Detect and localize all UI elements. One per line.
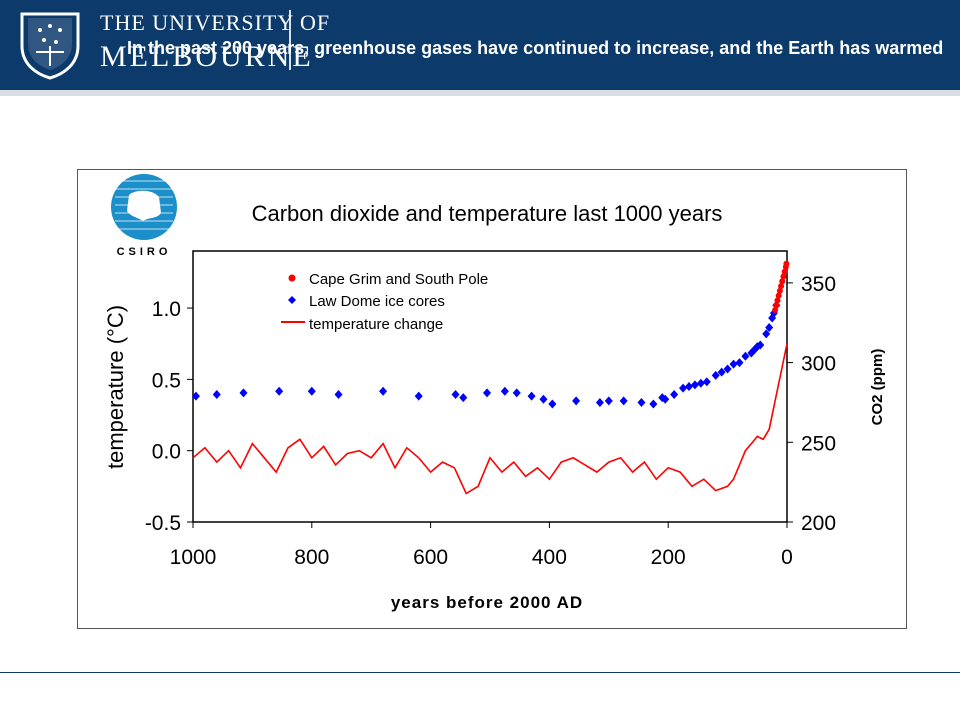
logo-divider: [289, 10, 291, 70]
law-dome-point: [619, 396, 628, 406]
logo-melbourne: MELBOURNE: [100, 40, 314, 73]
legend-label-cape-grim: Cape Grim and South Pole: [309, 271, 488, 288]
law-dome-point: [539, 394, 548, 404]
cape-grim-point: [780, 273, 787, 280]
law-dome-point: [729, 359, 738, 369]
y-right-tick-label: 250: [801, 432, 836, 455]
csiro-logo-text: CSIRO: [117, 246, 172, 258]
legend-marker-cape-grim: [288, 274, 296, 282]
x-tick-label: 0: [781, 546, 793, 569]
university-crest-icon: [20, 12, 80, 80]
law-dome-point: [762, 329, 771, 339]
law-dome-point: [307, 386, 316, 396]
legend-marker-law-dome: [288, 296, 296, 304]
y-left-tick-label: -0.5: [145, 512, 181, 535]
footer-rule: [0, 672, 960, 673]
cape-grim-point: [772, 306, 779, 313]
law-dome-point: [723, 364, 732, 374]
law-dome-point: [483, 388, 492, 398]
y-right-tick-label: 350: [801, 273, 836, 296]
law-dome-point: [637, 397, 646, 407]
law-dome-point: [451, 389, 460, 399]
x-tick-label: 1000: [170, 546, 217, 569]
csiro-logo-icon: CSIRO: [111, 174, 177, 258]
legend-label-temperature: temperature change: [309, 316, 443, 333]
logo-university-of: THE UNIVERSITY OF: [100, 10, 331, 35]
chart-title: Carbon dioxide and temperature last 1000…: [252, 201, 723, 226]
y-left-tick-label: 1.0: [152, 298, 181, 321]
slide-title: In the past 200 years, greenhouse gases …: [127, 38, 944, 58]
cape-grim-point: [778, 283, 785, 290]
law-dome-point: [527, 391, 536, 401]
cape-grim-point: [773, 302, 780, 309]
y-right-tick-label: 200: [801, 512, 836, 535]
y-left-tick-label: 0.5: [152, 369, 181, 392]
law-dome-point: [239, 388, 248, 398]
law-dome-point: [741, 351, 750, 361]
x-tick-label: 600: [413, 546, 448, 569]
law-dome-point: [679, 383, 688, 393]
header-banner: [0, 0, 960, 90]
plot-area: [192, 250, 788, 523]
y-left-axis-label: temperature (°C): [103, 305, 128, 469]
x-tick-label: 200: [651, 546, 686, 569]
chart: CSIRO Carbon dioxide and temperature las…: [103, 174, 886, 612]
law-dome-point: [191, 391, 200, 401]
law-dome-point: [717, 367, 726, 377]
law-dome-point: [512, 388, 521, 398]
law-dome-point: [459, 393, 468, 403]
law-dome-point: [548, 399, 557, 409]
x-tick-label: 800: [294, 546, 329, 569]
law-dome-point: [414, 391, 423, 401]
law-dome-point: [595, 397, 604, 407]
law-dome-point: [500, 386, 509, 396]
cape-grim-point: [775, 292, 782, 299]
cape-grim-point: [783, 260, 790, 267]
y-left-tick-label: 0.0: [152, 441, 181, 464]
law-dome-point: [212, 389, 221, 399]
law-dome-point: [765, 323, 774, 333]
law-dome-point: [756, 340, 765, 350]
law-dome-point: [379, 386, 388, 396]
y-right-tick-label: 300: [801, 353, 836, 376]
law-dome-point: [670, 389, 679, 399]
law-dome-point: [661, 394, 670, 404]
x-axis-label: years before 2000 AD: [391, 593, 583, 612]
figure-frame: [77, 169, 907, 629]
y-right-axis-label: CO2 (ppm): [869, 349, 886, 426]
legend: Cape Grim and South Pole Law Dome ice co…: [281, 271, 488, 333]
cape-grim-point: [781, 268, 788, 275]
cape-grim-point: [774, 297, 781, 304]
header-divider: [0, 90, 960, 96]
law-dome-point: [684, 382, 693, 391]
series-temperature-change: [192, 343, 788, 495]
law-dome-point: [711, 370, 720, 380]
legend-label-law-dome: Law Dome ice cores: [309, 293, 445, 310]
law-dome-point: [649, 399, 658, 409]
x-tick-label: 400: [532, 546, 567, 569]
law-dome-point: [604, 396, 613, 406]
law-dome-point: [275, 386, 284, 396]
law-dome-point: [702, 377, 711, 387]
law-dome-point: [696, 378, 705, 388]
law-dome-point: [572, 396, 581, 406]
law-dome-point: [690, 380, 699, 390]
law-dome-point: [334, 389, 343, 399]
cape-grim-point: [776, 287, 783, 294]
law-dome-point: [735, 358, 744, 368]
cape-grim-point: [779, 278, 786, 285]
